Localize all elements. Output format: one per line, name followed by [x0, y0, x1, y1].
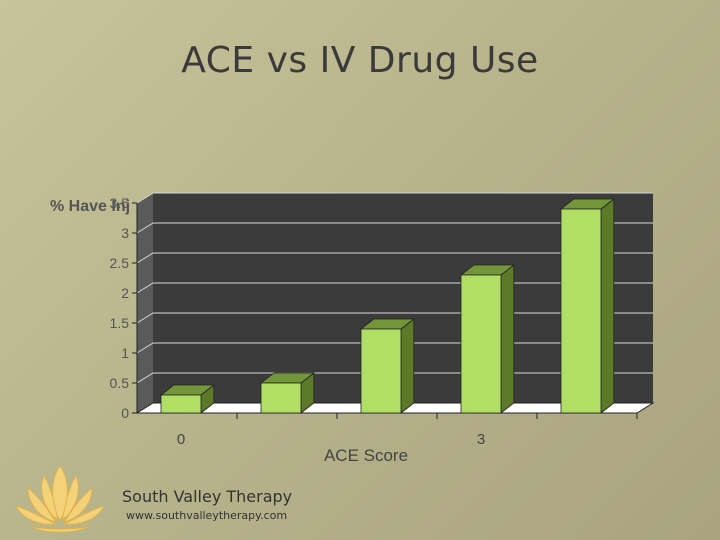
bar-front — [360, 328, 402, 414]
x-tick-label: 3 — [477, 431, 485, 448]
x-axis-label: ACE Score — [324, 446, 408, 465]
y-tick-label: 0 — [121, 405, 129, 421]
bar-side — [600, 198, 615, 414]
y-axis-label: % Have Inj — [50, 198, 130, 215]
y-tick-label: 1.5 — [110, 315, 130, 331]
y-tick-label: 0.5 — [110, 375, 130, 391]
bar-front — [160, 394, 202, 414]
bar — [159, 384, 215, 414]
gridline — [136, 192, 653, 204]
chart-bars — [159, 198, 615, 414]
brand-url: www.southvalleytherapy.com — [126, 509, 288, 522]
bar — [259, 372, 315, 414]
bar — [459, 264, 515, 414]
bar — [359, 318, 415, 414]
y-tick-label: 2.5 — [110, 255, 130, 271]
bar — [559, 198, 615, 414]
brand-name: South Valley Therapy — [122, 487, 293, 506]
slide-title: ACE vs IV Drug Use — [181, 40, 539, 81]
y-tick-label: 3.5 — [110, 195, 130, 211]
y-tick-label: 1 — [121, 345, 129, 361]
side-wall — [137, 193, 153, 413]
bar-front — [460, 274, 502, 414]
lotus-icon — [15, 465, 105, 533]
bar-front — [260, 382, 302, 414]
y-tick-label: 2 — [121, 285, 129, 301]
y-axis-ticks: 0 0.5 1 1.5 2 2.5 3 3.5 — [110, 195, 137, 421]
y-tick-label: 3 — [121, 225, 129, 241]
gridline — [136, 252, 653, 264]
bar-front — [560, 208, 602, 414]
x-tick-label: 0 — [177, 431, 185, 448]
bar-side — [500, 264, 515, 414]
gridline — [136, 222, 653, 234]
bar-side — [400, 318, 415, 414]
